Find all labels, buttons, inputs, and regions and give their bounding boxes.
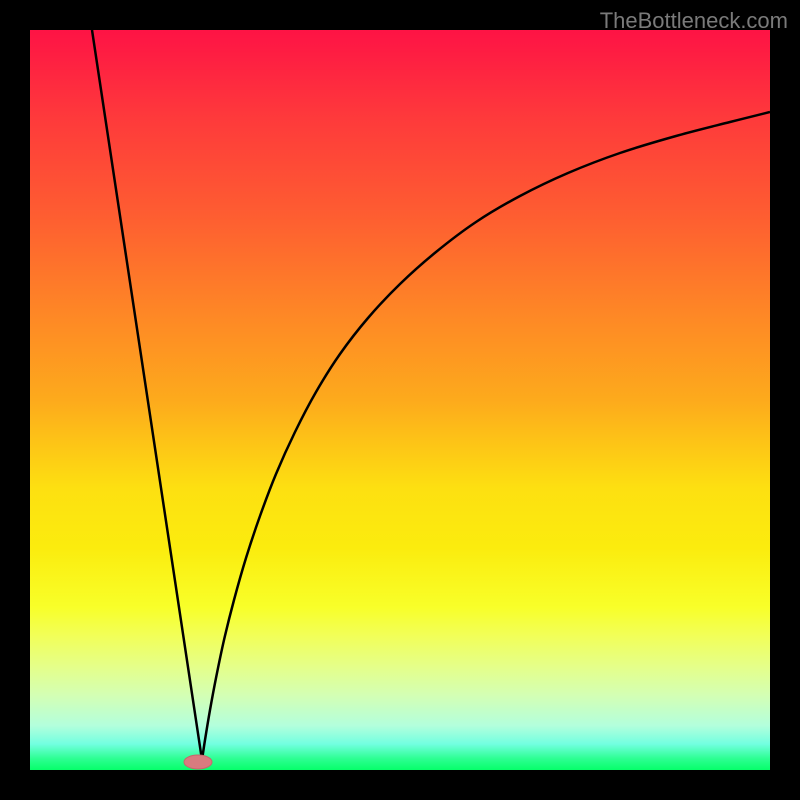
- chart-svg: [0, 0, 800, 800]
- chart-container: TheBottleneck.com: [0, 0, 800, 800]
- watermark-text: TheBottleneck.com: [600, 8, 788, 34]
- minimum-marker: [184, 755, 212, 769]
